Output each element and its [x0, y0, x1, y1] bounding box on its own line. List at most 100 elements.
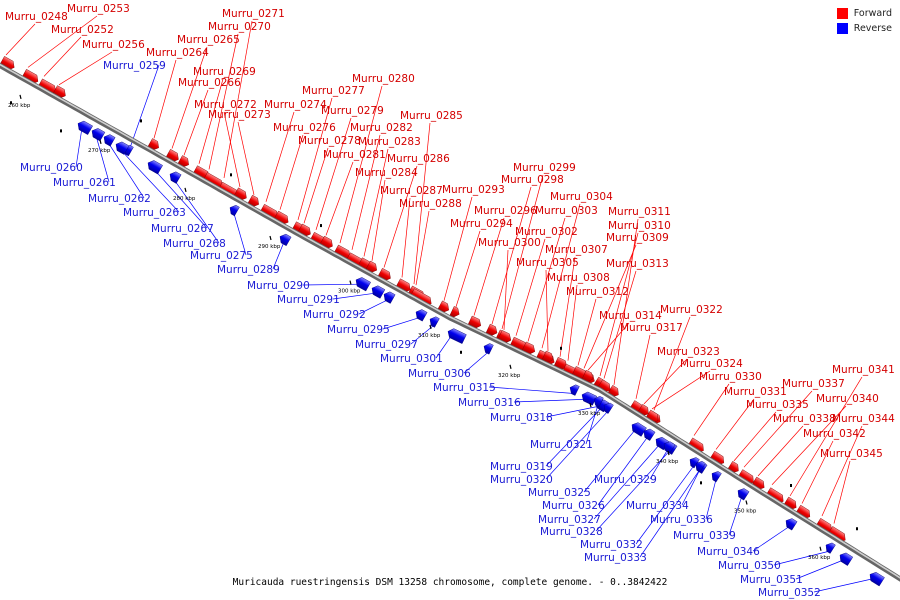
- forward-gene-label: Murru_0274: [264, 99, 327, 111]
- reverse-gene-label: Murru_0267: [151, 223, 214, 235]
- reverse-gene-label: Murru_0336: [650, 514, 713, 526]
- reverse-gene-label: Murru_0315: [433, 382, 496, 394]
- reverse-gene: [689, 457, 700, 469]
- reverse-gene: [383, 291, 396, 304]
- forward-gene-label: Murru_0303: [535, 205, 598, 217]
- feature-marker: [10, 101, 12, 105]
- forward-gene-label: Murru_0323: [657, 346, 720, 358]
- reverse-gene-label: Murru_0352: [758, 587, 821, 599]
- legend-item-forward: Forward: [836, 8, 892, 19]
- forward-gene-label: Murru_0271: [222, 8, 285, 20]
- forward-leader-line: [833, 460, 851, 524]
- forward-gene-label: Murru_0253: [67, 3, 130, 15]
- forward-gene-label: Murru_0311: [608, 206, 671, 218]
- reverse-leader-line: [585, 404, 599, 445]
- forward-gene-label: Murru_0304: [550, 191, 613, 203]
- reverse-gene: [663, 441, 676, 454]
- reverse-gene: [483, 343, 494, 355]
- forward-leader-line: [198, 78, 224, 164]
- reverse-gene-label: Murru_0320: [490, 474, 553, 486]
- forward-gene: [497, 330, 512, 344]
- reverse-gene-label: Murru_0289: [217, 264, 280, 276]
- scale-tick-label: 330 kbp: [578, 411, 601, 417]
- feature-marker: [320, 224, 322, 228]
- forward-gene-label: Murru_0299: [513, 162, 576, 174]
- forward-gene-label: Murru_0317: [620, 322, 683, 334]
- forward-gene-label: Murru_0265: [177, 34, 240, 46]
- forward-gene-label: Murru_0302: [515, 226, 578, 238]
- reverse-gene: [371, 285, 386, 299]
- reverse-leader-line: [332, 292, 377, 300]
- reverse-leader-line: [545, 407, 603, 467]
- forward-gene-label: Murru_0340: [816, 393, 879, 405]
- reverse-leader-line: [649, 448, 669, 480]
- reverse-swatch: [836, 23, 848, 34]
- forward-leader-line: [635, 334, 651, 399]
- reverse-leader-line: [583, 428, 637, 493]
- scale-tick: [589, 403, 592, 408]
- forward-gene-label: Murru_0337: [782, 378, 845, 390]
- feature-marker: [700, 481, 702, 485]
- forward-gene-label: Murru_0300: [478, 237, 541, 249]
- reverse-leader-line: [593, 443, 661, 520]
- reverse-leader-line: [635, 465, 695, 545]
- forward-gene: [467, 315, 482, 329]
- forward-gene: [521, 341, 536, 355]
- forward-gene-label: Murru_0282: [350, 122, 413, 134]
- forward-leader-line: [415, 210, 430, 286]
- reverse-leader-line: [233, 213, 247, 256]
- reverse-leader-line: [119, 148, 180, 213]
- forward-gene-label: Murru_0248: [5, 11, 68, 23]
- reverse-gene-label: Murru_0334: [626, 500, 689, 512]
- reverse-gene-label: Murru_0329: [594, 474, 657, 486]
- forward-gene-label: Murru_0307: [545, 244, 608, 256]
- scale-tick: [349, 280, 352, 285]
- forward-gene-label: Murru_0298: [501, 174, 564, 186]
- forward-leader-line: [171, 46, 208, 149]
- scale-tick: [667, 450, 670, 456]
- forward-gene: [247, 194, 259, 208]
- forward-gene-label: Murru_0330: [699, 371, 762, 383]
- reverse-gene-label: Murru_0325: [528, 487, 591, 499]
- forward-leader-line: [501, 174, 544, 330]
- reverse-leader-line: [358, 299, 389, 315]
- feature-marker: [230, 173, 232, 177]
- forward-leader-line: [559, 256, 576, 357]
- forward-leader-line: [279, 134, 304, 210]
- forward-leader-line: [473, 217, 505, 316]
- scale-tick-label: 260 kbp: [8, 103, 31, 109]
- forward-gene-label: Murru_0313: [606, 258, 669, 270]
- reverse-gene: [447, 328, 467, 344]
- forward-gene-label: Murru_0287: [380, 185, 443, 197]
- forward-gene-label: Murru_0283: [358, 136, 421, 148]
- reverse-gene-label: Murru_0332: [580, 539, 643, 551]
- forward-gene-label: Murru_0256: [82, 39, 145, 51]
- forward-leader-line: [183, 89, 209, 156]
- forward-gene-label: Murru_0281: [323, 149, 386, 161]
- scale-tick-label: 290 kbp: [258, 244, 281, 250]
- forward-leader-line: [613, 218, 639, 385]
- reverse-gene-label: Murru_0351: [740, 574, 803, 586]
- reverse-gene-label: Murru_0316: [458, 397, 521, 409]
- reverse-gene: [415, 309, 428, 322]
- reverse-leader-line: [595, 450, 671, 532]
- reverse-gene: [593, 396, 604, 408]
- reverse-gene: [839, 552, 854, 566]
- reverse-gene: [569, 384, 580, 396]
- forward-gene-label: Murru_0305: [516, 257, 579, 269]
- forward-leader-line: [743, 390, 813, 468]
- feature-marker: [460, 350, 462, 354]
- reverse-gene: [581, 391, 598, 406]
- reverse-leader-line: [597, 436, 649, 506]
- reverse-leader-line: [382, 317, 421, 330]
- forward-leader-line: [303, 147, 329, 224]
- legend-label-reverse: Reverse: [853, 23, 892, 34]
- forward-leader-line: [5, 23, 36, 56]
- forward-leader-line: [789, 376, 863, 497]
- reverse-gene: [631, 422, 647, 437]
- forward-leader-line: [603, 270, 637, 379]
- chromosome-backbone-highlight: [0, 63, 900, 579]
- scale-tick: [184, 187, 187, 192]
- feature-marker: [60, 129, 62, 133]
- reverse-gene: [279, 233, 292, 247]
